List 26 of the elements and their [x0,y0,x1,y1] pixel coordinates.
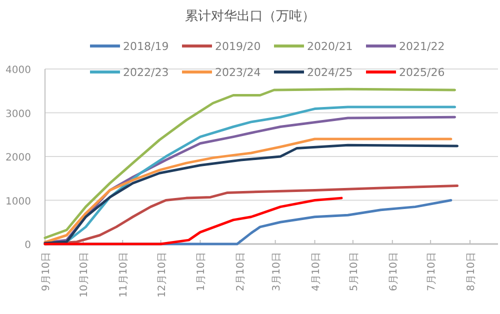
x-tick-label: 11月10日 [118,252,130,298]
legend-label: 2020/21 [307,40,353,53]
legend-label: 2018/19 [123,40,169,53]
x-tick-label: 7月10日 [426,252,438,292]
x-tick-label: 2月10日 [236,252,247,292]
legend-label: 2024/25 [307,66,353,79]
legend-label: 2023/24 [215,66,261,79]
legend-label: 2025/26 [399,66,445,79]
x-tick-label: 12月10日 [156,252,168,298]
x-tick-label: 6月10日 [388,252,400,292]
y-tick-label: 4000 [6,65,31,76]
x-tick-label: 9月10日 [41,252,52,292]
y-tick-label: 1000 [6,196,31,208]
x-tick-label: 5月10日 [348,252,360,292]
y-tick-label: 2000 [6,152,31,164]
legend-label: 2022/23 [123,66,169,79]
x-tick-label: 10月10日 [79,252,90,298]
x-tick-label: 4月10日 [310,252,322,292]
x-tick-label: 1月10日 [196,252,208,292]
y-tick-label: 3000 [6,108,31,120]
x-tick-label: 8月10日 [466,252,478,292]
x-tick-label: 3月10日 [271,252,282,292]
legend-label: 2021/22 [399,40,445,53]
chart-title: 累计对华出口（万吨） [185,9,315,24]
y-tick-label: 0 [24,240,31,251]
legend-label: 2019/20 [215,40,261,53]
